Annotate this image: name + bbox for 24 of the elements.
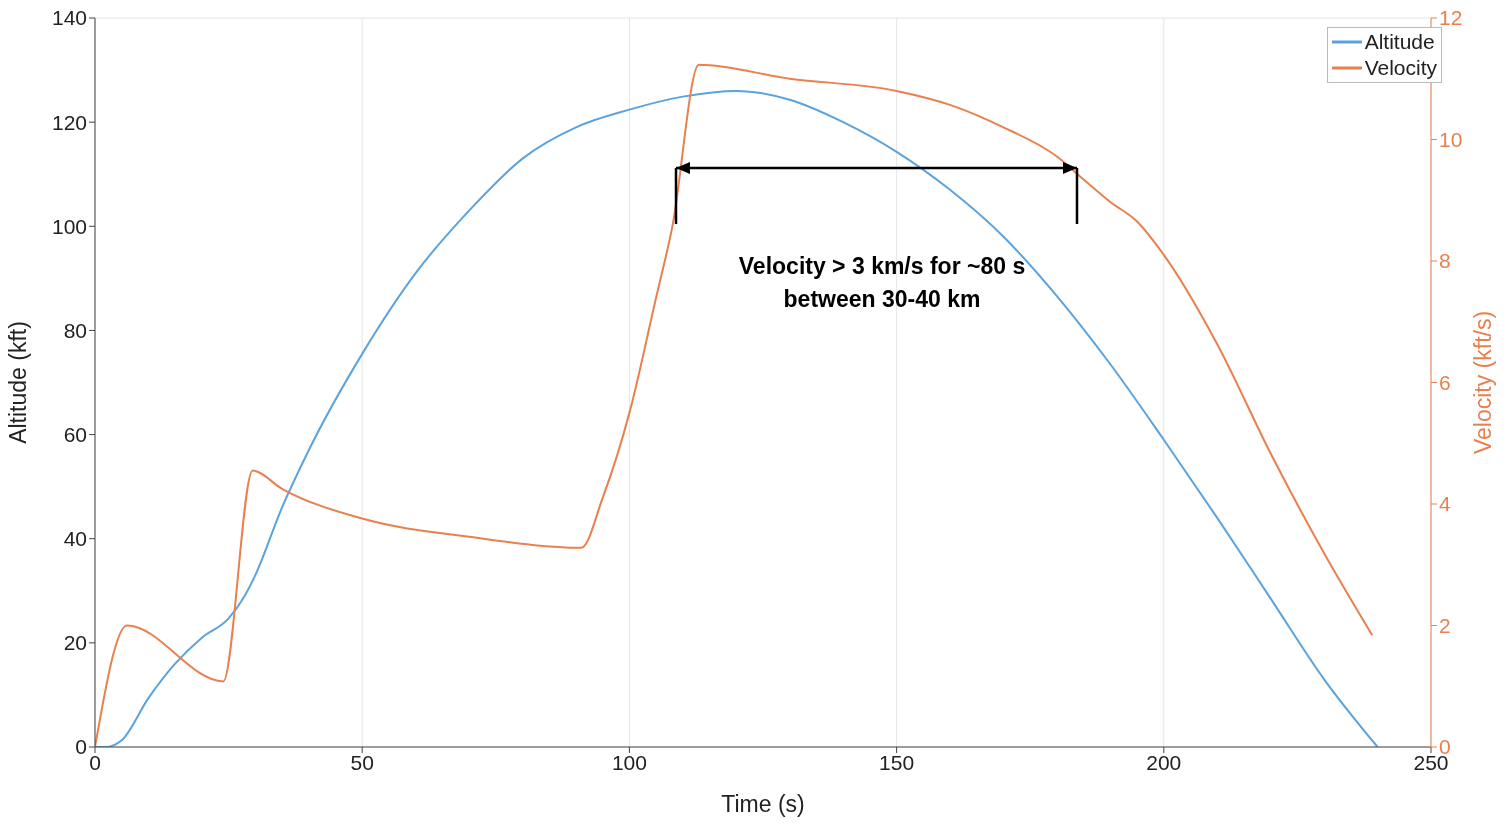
y2-tick-label: 8	[1439, 249, 1451, 273]
y-tick-label: 40	[63, 527, 87, 551]
y2-tick-label: 10	[1439, 127, 1463, 151]
y2-tick-label: 2	[1439, 613, 1451, 637]
y-tick-label: 100	[51, 214, 87, 238]
y2-axis-title: Velocity (kft/s)	[1470, 310, 1497, 455]
x-tick-label: 50	[350, 750, 374, 774]
legend-label: Altitude	[1364, 29, 1435, 55]
y-tick-label: 140	[51, 6, 87, 30]
y-tick-label: 0	[75, 735, 87, 759]
x-tick-label: 200	[1146, 750, 1182, 774]
x-tick-label: 150	[879, 750, 915, 774]
x-axis-title: Time (s)	[721, 791, 805, 817]
y2-tick-label: 12	[1439, 6, 1463, 30]
x-tick-label: 100	[611, 750, 647, 774]
y2-tick-label: 4	[1439, 492, 1451, 516]
y-axis-title: Altitude (kft)	[5, 321, 32, 444]
legend-label: Velocity	[1364, 55, 1437, 81]
y-tick-label: 20	[63, 631, 87, 655]
y2-tick-label: 6	[1439, 370, 1451, 394]
y-tick-label: 120	[51, 110, 87, 134]
annotation: Velocity > 3 km/s for ~80 s between 30-40 km	[737, 252, 1027, 314]
y-tick-label: 60	[63, 423, 87, 447]
y-tick-label: 80	[63, 318, 87, 342]
